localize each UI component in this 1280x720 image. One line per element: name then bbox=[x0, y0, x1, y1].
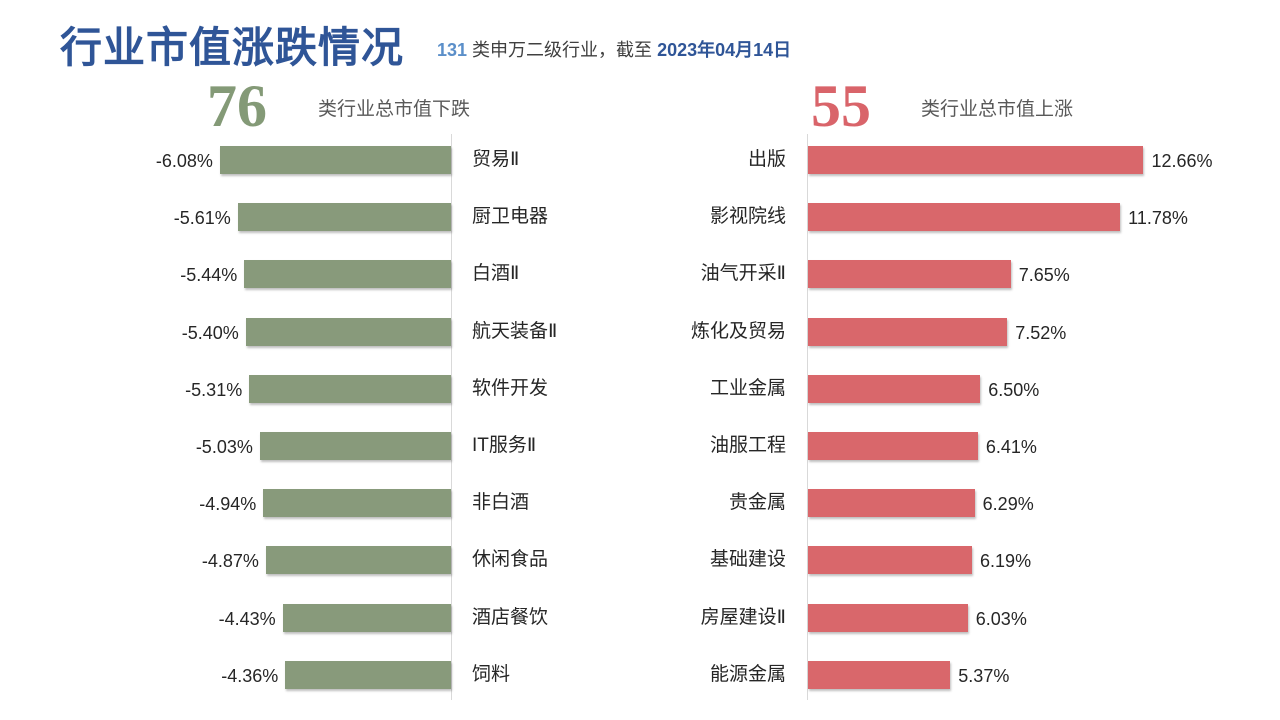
rise-bar bbox=[808, 603, 968, 632]
rise-bar bbox=[808, 146, 1144, 174]
decline-category-label: 厨卫电器 bbox=[472, 206, 549, 228]
rise-value-label: 7.65% bbox=[1018, 265, 1070, 286]
rise-bar bbox=[808, 374, 981, 403]
rise-value-label: 5.37% bbox=[958, 665, 1010, 686]
decline-category-label: 航天装备Ⅱ bbox=[472, 320, 558, 342]
rise-category-label: 贵金属 bbox=[728, 492, 786, 514]
decline-value-label: -4.94% bbox=[199, 494, 257, 515]
rise-value-label: 11.78% bbox=[1128, 208, 1188, 229]
decline-value-label: -5.44% bbox=[180, 265, 238, 286]
rise-bar bbox=[808, 660, 951, 689]
decline-bar bbox=[265, 546, 451, 575]
decline-value-label: -4.36% bbox=[221, 665, 279, 686]
rise-value-label: 7.52% bbox=[1015, 322, 1067, 343]
rise-category-label: 工业金属 bbox=[709, 377, 786, 399]
rise-category-label: 影视院线 bbox=[709, 206, 786, 228]
subtitle-date: 2023年04月14日 bbox=[657, 40, 792, 60]
rise-category-label: 炼化及贸易 bbox=[690, 320, 786, 342]
up-count-label: 类行业总市值上涨 bbox=[921, 99, 1074, 120]
decline-bar bbox=[249, 374, 451, 403]
industry-count: 131 bbox=[437, 40, 468, 60]
subtitle-text: 类申万二级行业，截至 bbox=[467, 40, 658, 60]
rise-bar bbox=[808, 317, 1008, 346]
rise-value-label: 6.19% bbox=[980, 551, 1032, 572]
rise-value-label: 6.50% bbox=[988, 379, 1040, 400]
decline-bar bbox=[245, 317, 451, 346]
decline-value-label: -5.40% bbox=[181, 322, 239, 343]
decline-bar bbox=[259, 432, 451, 460]
decline-category-label: 贸易Ⅱ bbox=[472, 149, 520, 170]
decline-category-label: 非白酒 bbox=[472, 492, 530, 514]
decline-category-label: 软件开发 bbox=[472, 377, 549, 399]
rise-axis bbox=[807, 134, 808, 700]
rise-bar bbox=[808, 489, 975, 518]
decline-value-label: -6.08% bbox=[155, 151, 213, 171]
decline-category-label: 酒店餐饮 bbox=[472, 606, 549, 628]
decline-bar bbox=[263, 489, 451, 518]
decline-value-label: -5.03% bbox=[195, 437, 253, 457]
rise-category-label: 出版 bbox=[747, 149, 786, 170]
rise-category-label: 油气开采Ⅱ bbox=[700, 263, 786, 285]
rise-category-label: 房屋建设Ⅱ bbox=[700, 606, 786, 628]
rise-value-label: 6.29% bbox=[982, 494, 1034, 515]
rise-category-label: 基础建设 bbox=[709, 549, 786, 571]
rise-bar bbox=[808, 260, 1011, 289]
page-subtitle: 131 类申万二级行业，截至 2023年04月14日 bbox=[437, 36, 791, 62]
decline-axis bbox=[451, 134, 452, 700]
decline-category-label: 白酒Ⅱ bbox=[472, 263, 520, 285]
decline-value-label: -5.61% bbox=[173, 208, 231, 229]
decline-category-label: 饲料 bbox=[472, 663, 511, 685]
decline-bar bbox=[219, 146, 451, 174]
rise-bar bbox=[808, 432, 978, 460]
down-count-label: 类行业总市值下跌 bbox=[318, 99, 471, 120]
decline-bar bbox=[244, 260, 451, 289]
rise-bar bbox=[808, 203, 1121, 232]
decline-category-label: 休闲食品 bbox=[472, 549, 549, 571]
decline-value-label: -4.43% bbox=[218, 608, 276, 629]
page-title: 行业市值涨跌情况 bbox=[60, 24, 405, 71]
decline-value-label: -4.87% bbox=[201, 551, 259, 572]
decline-category-label: IT服务Ⅱ bbox=[472, 435, 537, 456]
decline-bar bbox=[237, 203, 451, 232]
rise-value-label: 6.03% bbox=[975, 608, 1027, 629]
rise-value-label: 6.41% bbox=[985, 437, 1037, 457]
decline-bar bbox=[282, 603, 451, 632]
rise-bar bbox=[808, 546, 973, 575]
up-count: 55 bbox=[811, 73, 871, 139]
rise-category-label: 能源金属 bbox=[709, 663, 786, 685]
rise-category-label: 油服工程 bbox=[709, 435, 786, 456]
decline-bar bbox=[285, 660, 451, 689]
down-count: 76 bbox=[207, 73, 267, 139]
decline-value-label: -5.31% bbox=[185, 379, 243, 400]
rise-value-label: 12.66% bbox=[1151, 151, 1213, 171]
